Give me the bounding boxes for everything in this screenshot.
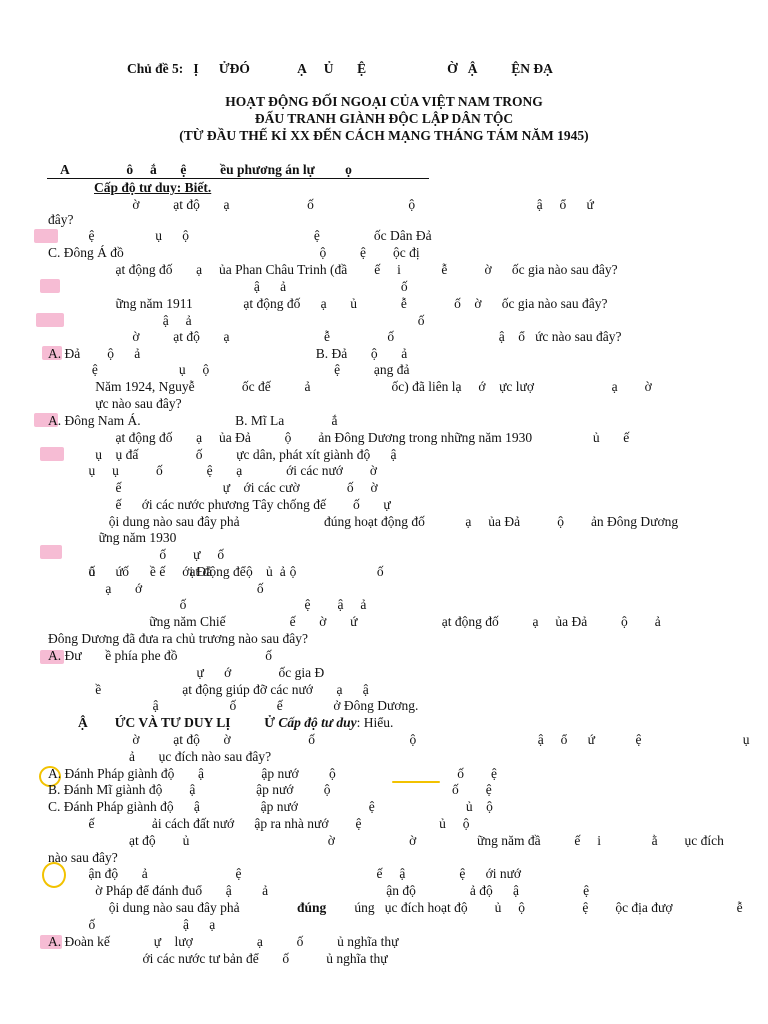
text-line: C. Đông Á đồ ộ ệ ộc đị <box>48 245 420 260</box>
text-line: ậ ố ế ở Đông Dương. <box>48 698 419 713</box>
text-line: ội dung nào sau đây phả đúng hoạt động đ… <box>48 514 679 529</box>
highlight-mark <box>40 650 64 664</box>
text-line: ới các nước tư bản để ố ủ nghĩa thự <box>48 951 388 966</box>
answer-circle-mark <box>42 862 66 888</box>
text-line: C. Đánh Pháp giành độ ậ ập nướ ệ ủ ộ <box>48 799 493 814</box>
highlight-mark <box>36 313 64 327</box>
text-line: ững năm 1911 ạt động đố ạ ủ ễ ố ờ ốc gia… <box>48 296 608 311</box>
text-line: ế ới các nước phương Tây chống đế ố ự <box>48 497 391 512</box>
text-line: ậ ả ố <box>48 279 408 294</box>
text-line: ệ ụ ộ ệ ạng đả <box>48 362 410 377</box>
text-line: ề ạt động giúp đỡ các nướ ạ ậ <box>48 682 369 697</box>
document-title-line: ĐẤU TRANH GIÀNH ĐỘC LẬP DÂN TỘC <box>254 111 514 126</box>
bold-emphasis-word: đúng <box>295 900 329 916</box>
text-line: ạt động đố ạ ủa Phan Châu Trinh (đầ ế i … <box>48 262 618 277</box>
text-line: A. Đả ộ ả B. Đả ộ ả <box>48 346 408 361</box>
text-line: ố ứ ề ạt động để ủ ộ <box>48 564 297 579</box>
highlight-mark <box>42 346 62 360</box>
text-line: ận độ ả ệ ế ậ ệ ới nướ <box>48 866 522 881</box>
text-line: Năm 1924, Nguyễ ốc đế ả ốc) đã liên lạ ớ… <box>48 379 652 394</box>
text-line: ờ ạt độ ờ ố ộ ậ ổ ứ ệ ụ ộ <box>48 732 768 747</box>
text-line: ệ ụ ộ ệ ốc Dân Đả <box>48 228 432 243</box>
text-line: A. Đông Nam Á. B. Mĩ La ắ <box>48 413 338 428</box>
section-b-heading: Ậ ỨC VÀ TƯ DUY LỊ Ử Cấp độ tư duy: Hiểu. <box>78 715 393 731</box>
highlight-mark <box>40 447 64 461</box>
text-line: ạt động đố ạ ủa Đả ộ ản Đông Dương trong… <box>48 430 630 445</box>
text-line: ờ ạt độ ạ ố ộ ậ ổ ứ <box>48 197 594 212</box>
text-line: ự ớ ốc gia Đ <box>48 665 325 680</box>
text-line: ế ải cách đất nướ ập ra nhà nướ ệ ủ ộ <box>48 816 470 831</box>
highlight-mark <box>40 935 62 949</box>
highlight-mark <box>40 545 62 559</box>
text-line: ố ự ố <box>48 547 225 562</box>
section-b-level-tail: : Hiểu. <box>356 715 394 730</box>
text-line: ả ục đích nào sau đây? <box>48 749 272 764</box>
highlight-mark <box>34 413 58 427</box>
text-line: nào sau đây? <box>48 850 118 865</box>
text-line: ố ậ ạ <box>48 917 216 932</box>
thinking-level-label: Cấp độ tư duy: Biết. <box>94 180 212 195</box>
answer-circle-mark <box>39 766 61 787</box>
text-line: ực nào sau đây? <box>48 396 182 411</box>
text-line: ờ Pháp để đánh đuổ ậ ả ận độ ả độ ậ ệ <box>48 883 590 898</box>
section-a-underline <box>47 178 429 179</box>
text-line: ờ ạt độ ạ ễ ố ậ ổ ức nào sau đây? <box>48 329 622 344</box>
text-line: A. Đoàn kế ự lượ ạ ố ủ nghĩa thự <box>48 934 399 949</box>
text-line: ậ ả ố <box>48 313 425 328</box>
text-line: ụ ụ ố ệ ạ ới các nướ ờ <box>48 463 378 478</box>
text-line: ững năm Chiế ế ờ ứ ạt động đố ạ ủa Đả ộ … <box>48 614 661 629</box>
underline-mark <box>392 781 440 783</box>
text-line: ạt độ ủ ờ ờ ững năm đầ ế i ằ ục đích <box>48 833 724 848</box>
text-line: B. Đánh Mĩ giành độ ậ ập nướ ộ ố ệ <box>48 782 492 797</box>
highlight-mark <box>40 279 60 293</box>
text-line: ội dung nào sau đây phả úng ục đích hoạt… <box>48 900 743 915</box>
document-title-line: (TỪ ĐẦU THẾ KỈ XX ĐẾN CÁCH MẠNG THÁNG TÁ… <box>179 128 589 143</box>
text-line: ạ ớ ố <box>48 581 264 596</box>
text-line: đây? <box>48 212 74 227</box>
text-line: ững năm 1930 <box>48 530 177 545</box>
text-line: A. Đư ề phía phe đồ ố <box>48 648 273 663</box>
section-b-level: Cấp độ tư duy <box>278 715 357 730</box>
text-line: Đông Dương đã đưa ra chủ trương nào sau … <box>48 631 309 646</box>
section-a-heading: A ô ắ ệ ều phương án lự ọ <box>60 162 352 177</box>
topic-line: Chủ đề 5: Ị ỬĐÓ Ạ Ủ Ệ Ờ Ậ ỆN ĐẠ <box>127 61 553 76</box>
text-line: ố ệ ậ ả <box>48 597 367 612</box>
text-line: ủ ố ế ới Đả ộ ả ố <box>48 564 384 579</box>
text-line: A. Đánh Pháp giành độ ậ ập nướ ộ ố ệ <box>48 766 498 781</box>
text-line: ụ ụ đấ ố ực dân, phát xít giành độ ậ <box>48 447 397 462</box>
text-line: ế ự ới các cườ ố ờ <box>48 480 378 495</box>
section-b-title: Ậ ỨC VÀ TƯ DUY LỊ Ử <box>78 715 276 730</box>
highlight-mark <box>34 229 58 243</box>
document-title-line: HOẠT ĐỘNG ĐỐI NGOẠI CỦA VIỆT NAM TRONG <box>225 94 543 109</box>
